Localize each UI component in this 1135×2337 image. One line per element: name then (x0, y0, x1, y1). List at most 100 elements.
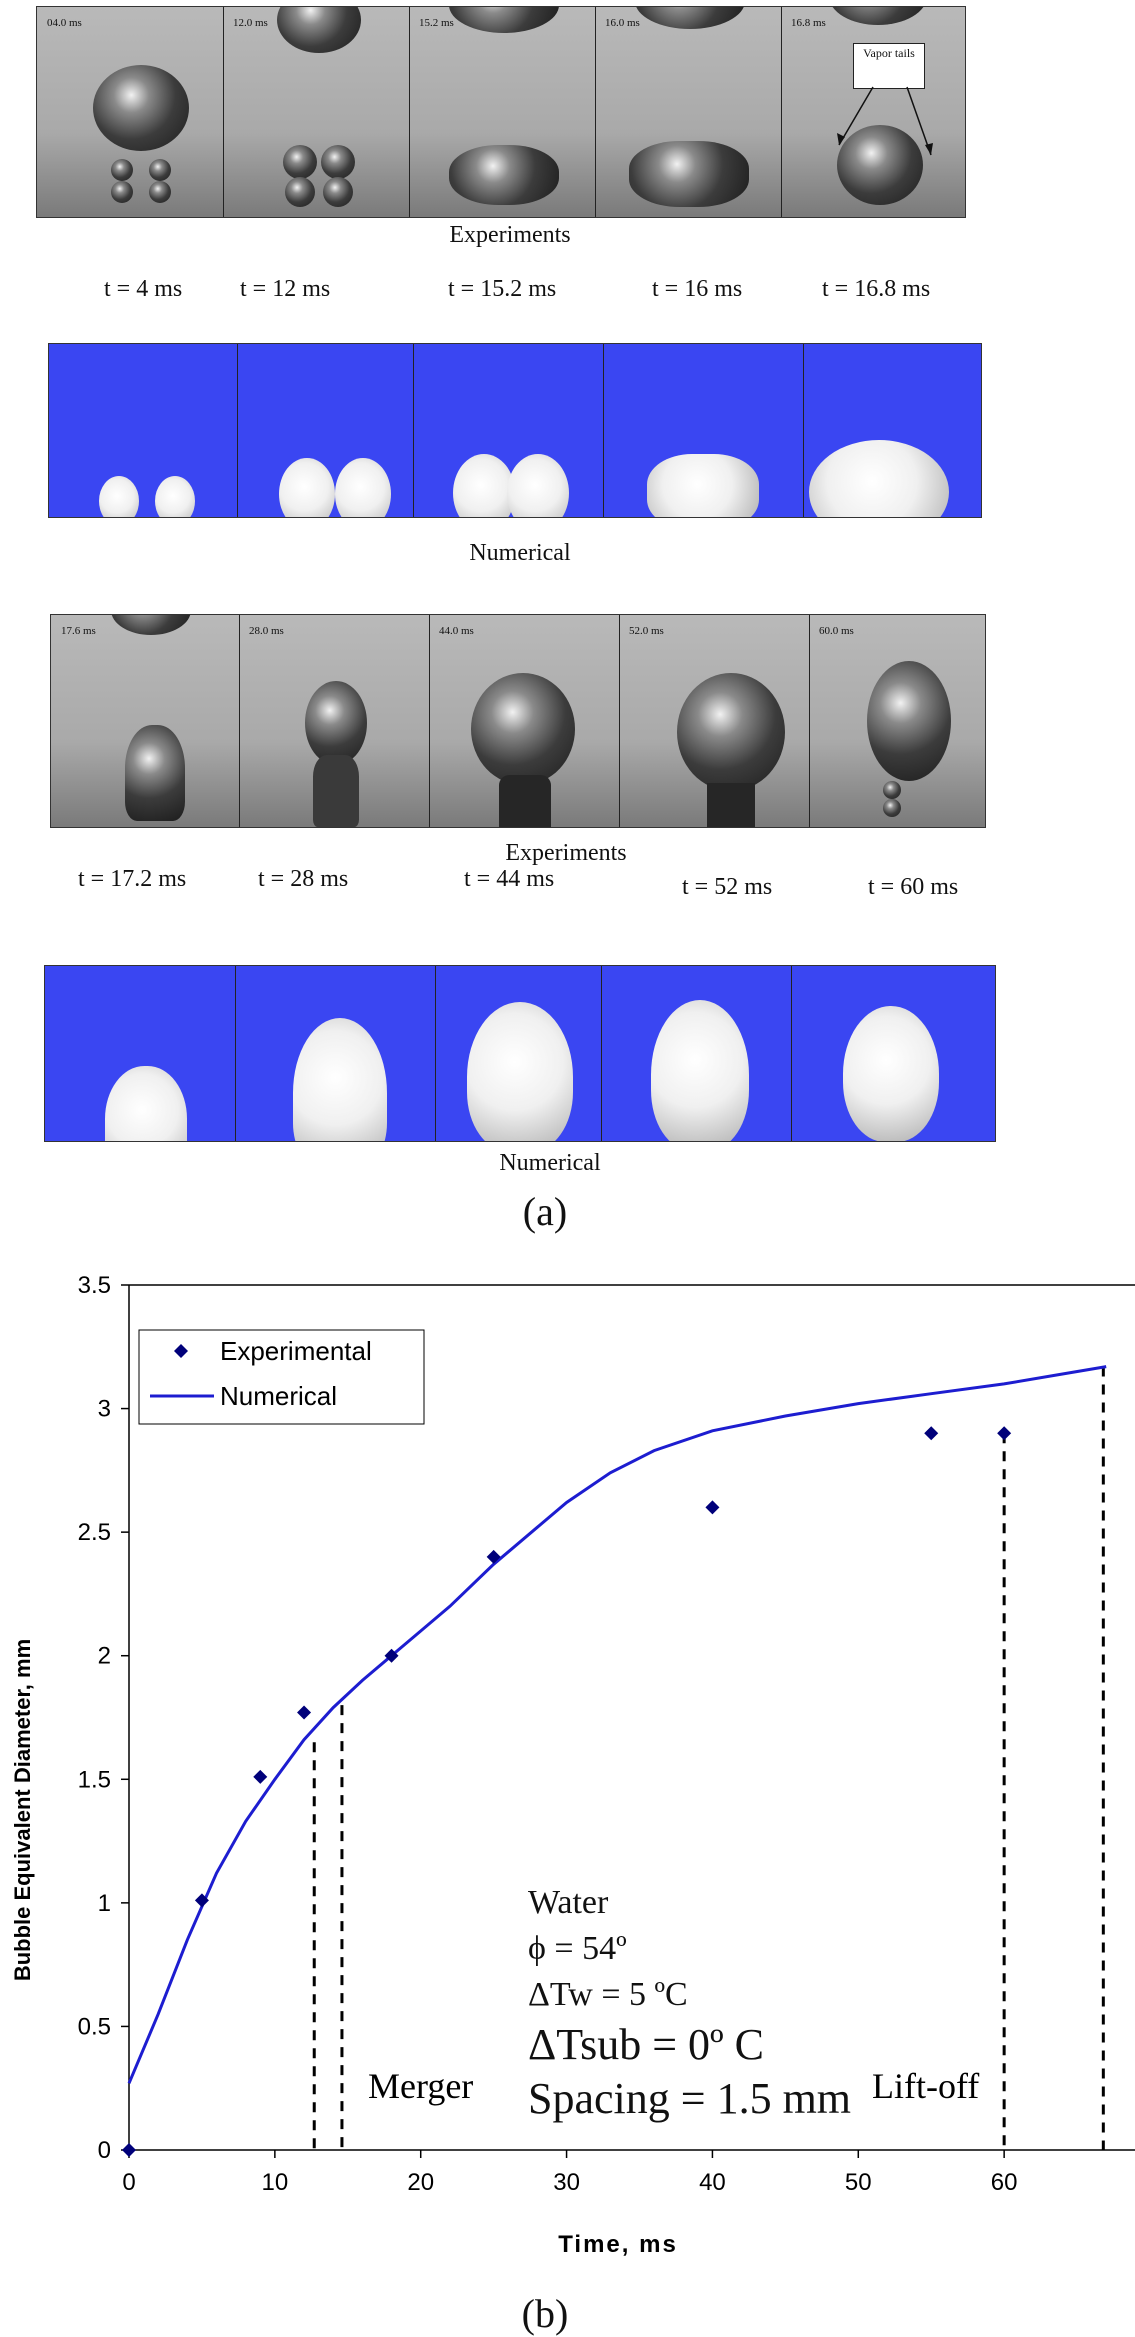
growing-bubble (305, 681, 367, 765)
frame-timestamp: 52.0 ms (629, 625, 664, 637)
simulated-bubble (105, 1066, 187, 1141)
time-label: t = 60 ms (868, 874, 959, 900)
frame-timestamp: 44.0 ms (439, 625, 474, 637)
num-frame-1 (49, 344, 238, 517)
experimental-point (997, 1426, 1012, 1441)
caption-experiments-row2: Experiments (505, 840, 627, 866)
simulated-bubble (335, 458, 391, 517)
liftoff-annotation: Lift-off (872, 2066, 979, 2106)
experimental-point (705, 1500, 720, 1515)
inset-line-subcooling: ΔTsub = 0º C (528, 2020, 765, 2069)
nucleating-bubble (149, 181, 171, 203)
frame-timestamp: 15.2 ms (419, 17, 454, 29)
numerical-curve (127, 1365, 1107, 2084)
inset-line-spacing: Spacing = 1.5 mm (528, 2074, 852, 2123)
num-frame-7 (235, 966, 436, 1141)
exp-frame-7: 28.0 ms (239, 615, 430, 827)
num-frame-5 (803, 344, 981, 517)
departing-bubble (635, 7, 745, 29)
num-frame-3 (413, 344, 604, 517)
x-tick-label: 50 (845, 2169, 872, 2196)
figure-label-a: (a) (522, 1189, 568, 1234)
time-label: t = 28 ms (258, 866, 349, 892)
y-tick-label: 3.5 (78, 1272, 111, 1299)
departing-bubble (277, 7, 361, 53)
num-frame-10 (791, 966, 995, 1141)
lifting-bubble (867, 661, 951, 781)
y-tick-label: 0.5 (78, 2013, 111, 2040)
simulated-bubble (467, 1002, 573, 1141)
y-tick-label: 1.5 (78, 1766, 111, 1793)
simulated-bubble (809, 440, 949, 517)
diameter-vs-time-chart: 00.511.522.533.501020304050607 Experimen… (10, 1272, 1135, 2258)
num-frame-6 (45, 966, 236, 1141)
inset-line-fluid: Water (528, 1884, 609, 1921)
legend-label-numerical: Numerical (220, 1381, 337, 1411)
exp-frame-3: 15.2 ms (409, 7, 596, 217)
frame-timestamp: 04.0 ms (47, 17, 82, 29)
simulated-bubble (155, 476, 195, 517)
bubble-neck (313, 755, 359, 827)
x-tick-label: 10 (262, 2169, 289, 2196)
vapor-tails-label: Vapor tails (853, 43, 925, 89)
numerical-strip-row1 (48, 343, 982, 518)
chart-legend: Experimental Numerical (138, 1329, 425, 1425)
experiment-strip-row2: 17.6 ms 28.0 ms 44.0 ms 52.0 ms 60.0 ms (50, 614, 986, 828)
exp-frame-5: 16.8 ms Vapor tails (781, 7, 967, 217)
simulated-bubble (279, 458, 335, 517)
time-label: t = 16 ms (652, 276, 743, 302)
caption-numerical-row2: Numerical (499, 1150, 601, 1176)
bubble-neck (499, 775, 551, 827)
time-label: t = 16.8 ms (822, 276, 931, 302)
x-tick-label: 30 (553, 2169, 580, 2196)
departing-bubble (829, 7, 927, 25)
frame-timestamp: 16.0 ms (605, 17, 640, 29)
exp-frame-6: 17.6 ms (51, 615, 240, 827)
time-label: t = 12 ms (240, 276, 331, 302)
simulated-bubble (651, 1000, 749, 1141)
chart-axes: 00.511.522.533.501020304050607 (78, 1272, 1135, 2196)
conditions-inset: Water ϕ = 54º ΔTw = 5 ºC ΔTsub = 0º C Sp… (528, 1880, 948, 2126)
frame-timestamp: 12.0 ms (233, 17, 268, 29)
vapor-tails-arrows (837, 86, 933, 156)
nucleating-bubble (111, 159, 133, 181)
simulated-bubble (843, 1006, 939, 1141)
growing-bubble (321, 145, 355, 179)
x-tick-label: 60 (991, 2169, 1018, 2196)
departing-bubble (93, 65, 189, 151)
nucleating-bubble (111, 181, 133, 203)
merged-bubble (837, 125, 923, 205)
experimental-point (384, 1648, 399, 1663)
experimental-point (924, 1426, 939, 1441)
growing-bubble (677, 673, 785, 791)
simulated-bubble (99, 476, 139, 517)
x-tick-label: 40 (699, 2169, 726, 2196)
x-tick-label: 20 (407, 2169, 434, 2196)
caption-numerical-row1: Numerical (469, 540, 571, 566)
growing-bubble (323, 177, 353, 207)
frame-timestamp: 17.6 ms (61, 625, 96, 637)
merging-bubble (449, 145, 559, 205)
y-tick-label: 0 (98, 2137, 111, 2164)
merger-annotation: Merger (368, 2066, 473, 2106)
experimental-point (122, 2143, 136, 2157)
legend-box (138, 1329, 425, 1425)
exp-frame-2: 12.0 ms (223, 7, 410, 217)
exp-frame-1: 04.0 ms (37, 7, 224, 217)
nucleating-bubble (883, 799, 901, 817)
exp-frame-9: 52.0 ms (619, 615, 810, 827)
simulated-bubble (647, 454, 759, 517)
experimental-point (486, 1549, 501, 1564)
time-label: t = 4 ms (104, 276, 183, 302)
frame-timestamp: 60.0 ms (819, 625, 854, 637)
marker-lines (312, 1366, 1105, 2150)
y-tick-label: 2 (98, 1643, 111, 1670)
experiment-strip-row1: 04.0 ms 12.0 ms 15.2 ms 16.0 ms 16.8 ms … (36, 6, 966, 218)
nucleating-bubble (149, 159, 171, 181)
departing-bubble (111, 615, 191, 635)
inset-line-wall-superheat: ΔTw = 5 ºC (528, 1976, 688, 2013)
legend-marker-experimental (174, 1344, 188, 1358)
growing-bubble (283, 145, 317, 179)
num-frame-9 (601, 966, 792, 1141)
time-label: t = 52 ms (682, 874, 773, 900)
